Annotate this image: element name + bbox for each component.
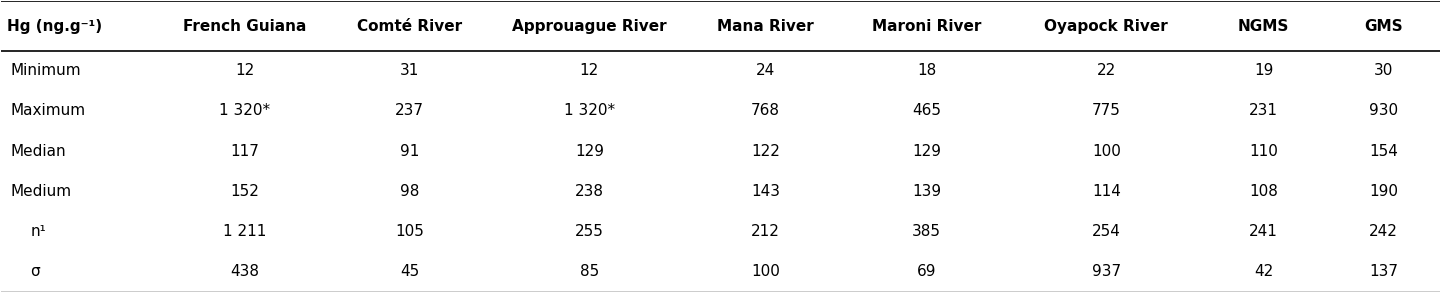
Text: 775: 775 [1092,103,1121,118]
Text: 212: 212 [751,224,780,239]
Text: Comté River: Comté River [357,18,463,34]
Text: Medium: Medium [10,184,71,199]
Text: Mana River: Mana River [718,18,814,34]
Text: 12: 12 [235,63,255,78]
Text: 143: 143 [751,184,780,199]
Text: French Guiana: French Guiana [183,18,307,34]
Text: 117: 117 [231,144,259,159]
Text: 231: 231 [1249,103,1278,118]
Text: 18: 18 [916,63,937,78]
Text: 768: 768 [751,103,780,118]
Text: 255: 255 [575,224,604,239]
Text: Maroni River: Maroni River [872,18,981,34]
Text: 108: 108 [1249,184,1278,199]
Text: 237: 237 [395,103,424,118]
Text: 129: 129 [912,144,941,159]
Text: Hg (ng.g⁻¹): Hg (ng.g⁻¹) [7,18,102,34]
Text: σ: σ [30,264,40,279]
Text: 19: 19 [1254,63,1274,78]
Text: 69: 69 [916,264,937,279]
Text: 122: 122 [751,144,780,159]
Text: 45: 45 [401,264,419,279]
Text: 242: 242 [1369,224,1398,239]
Text: 139: 139 [912,184,941,199]
Text: 238: 238 [575,184,604,199]
Text: 152: 152 [231,184,259,199]
Text: 937: 937 [1092,264,1121,279]
Text: GMS: GMS [1365,18,1402,34]
Text: Approuague River: Approuague River [512,18,667,34]
Text: 85: 85 [579,264,599,279]
Text: 98: 98 [401,184,419,199]
Text: 190: 190 [1369,184,1398,199]
Text: 438: 438 [231,264,259,279]
Text: 154: 154 [1369,144,1398,159]
Text: 137: 137 [1369,264,1398,279]
Text: 1 211: 1 211 [223,224,267,239]
Text: 22: 22 [1097,63,1115,78]
Text: 91: 91 [401,144,419,159]
Text: Oyapock River: Oyapock River [1045,18,1169,34]
Text: 930: 930 [1369,103,1398,118]
Text: Minimum: Minimum [10,63,81,78]
Text: Maximum: Maximum [10,103,85,118]
Text: Median: Median [10,144,66,159]
Text: 105: 105 [395,224,424,239]
Text: 254: 254 [1092,224,1121,239]
Text: 1 320*: 1 320* [563,103,615,118]
Text: 12: 12 [579,63,599,78]
Text: 241: 241 [1249,224,1278,239]
Text: 24: 24 [757,63,775,78]
Text: 30: 30 [1373,63,1393,78]
Text: 114: 114 [1092,184,1121,199]
Text: 1 320*: 1 320* [219,103,271,118]
Text: 100: 100 [1092,144,1121,159]
Text: 42: 42 [1254,264,1274,279]
Text: NGMS: NGMS [1238,18,1290,34]
Text: 129: 129 [575,144,604,159]
Text: 110: 110 [1249,144,1278,159]
Text: 385: 385 [912,224,941,239]
Text: n¹: n¹ [30,224,46,239]
Text: 465: 465 [912,103,941,118]
Text: 31: 31 [401,63,419,78]
Text: 100: 100 [751,264,780,279]
